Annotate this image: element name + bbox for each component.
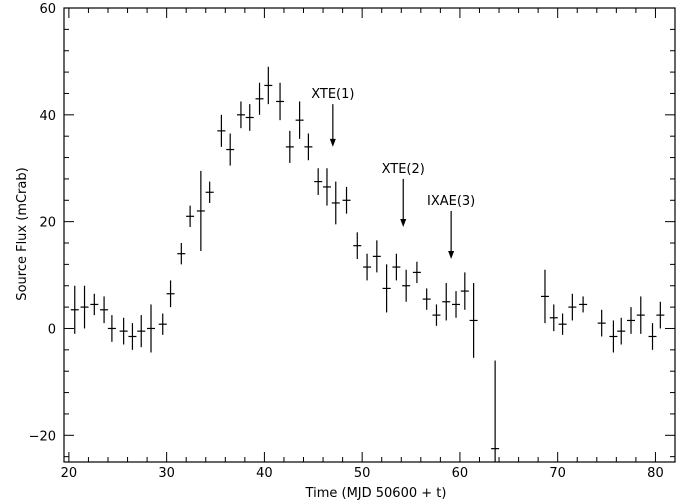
data-point <box>382 264 391 313</box>
data-point <box>80 285 89 329</box>
data-point <box>609 320 618 353</box>
axis-ticks: 20 30 40 50 60 70 80 −20 0 20 40 60 <box>29 2 676 481</box>
annotation-label: IXAE(3) <box>427 194 475 209</box>
data-point <box>627 307 636 334</box>
data-point <box>432 304 441 326</box>
data-point <box>656 301 665 329</box>
data-point <box>540 269 549 324</box>
y-tick-label: 20 <box>39 216 56 231</box>
data-point <box>568 293 577 321</box>
observation-arrow: XTE(2) <box>382 162 425 227</box>
data-point <box>226 133 235 166</box>
data-point <box>177 243 186 265</box>
data-point <box>469 283 478 358</box>
data-point <box>166 280 175 308</box>
data-point <box>100 296 109 324</box>
data-point <box>304 133 313 161</box>
data-point <box>402 269 411 302</box>
data-point <box>422 288 431 310</box>
data-point <box>186 205 195 227</box>
data-point <box>372 240 381 273</box>
x-tick-label: 60 <box>452 466 469 481</box>
data-points <box>70 66 665 462</box>
x-tick-label: 30 <box>158 466 175 481</box>
data-point <box>353 232 362 260</box>
x-axis-title: Time (MJD 50600 + t) <box>305 486 447 501</box>
data-point <box>90 293 99 316</box>
data-point <box>331 181 340 225</box>
data-point <box>412 261 421 284</box>
y-tick-label: 40 <box>39 109 56 124</box>
data-point <box>70 285 79 334</box>
annotations: XTE(1) XTE(2) IXAE(3) <box>311 87 475 260</box>
data-point <box>245 104 254 131</box>
x-tick-label: 50 <box>354 466 371 481</box>
data-point <box>314 168 323 195</box>
data-point <box>636 296 645 334</box>
data-point <box>147 304 156 353</box>
arrow-head <box>329 138 336 147</box>
data-point <box>158 313 167 335</box>
y-tick-label: 0 <box>48 322 56 337</box>
data-point <box>558 313 567 335</box>
x-tick-label: 20 <box>61 466 78 481</box>
x-tick-label: 40 <box>256 466 273 481</box>
data-point <box>342 186 351 214</box>
data-point <box>205 181 214 203</box>
data-point <box>452 291 461 318</box>
data-point <box>264 66 273 105</box>
x-tick-label: 70 <box>549 466 566 481</box>
y-tick-label: 60 <box>39 2 56 17</box>
data-point <box>460 272 469 310</box>
x-tick-label: 80 <box>647 466 664 481</box>
arrow-head <box>448 251 455 260</box>
data-point <box>128 323 137 350</box>
data-point <box>107 315 116 342</box>
data-point <box>236 101 245 129</box>
data-point <box>648 323 657 350</box>
data-point <box>617 317 626 345</box>
data-point <box>549 304 558 332</box>
data-point <box>285 130 294 163</box>
arrow-head <box>400 218 407 227</box>
data-point <box>217 114 226 147</box>
data-point <box>442 283 451 321</box>
observation-arrow: XTE(1) <box>311 87 354 147</box>
data-point <box>137 315 146 348</box>
annotation-label: XTE(2) <box>382 162 425 177</box>
y-tick-label: −20 <box>29 429 56 444</box>
data-point <box>392 253 401 281</box>
observation-arrow: IXAE(3) <box>427 194 475 260</box>
annotation-label: XTE(1) <box>311 87 354 102</box>
data-point <box>276 82 285 121</box>
data-point <box>119 317 128 345</box>
data-point <box>322 168 331 206</box>
plot-axes <box>63 7 676 463</box>
data-point <box>579 296 588 313</box>
data-point <box>196 170 205 252</box>
data-point <box>255 82 264 115</box>
plot-frame <box>63 7 676 463</box>
data-point <box>363 253 372 281</box>
data-point <box>295 101 304 139</box>
y-axis-title: Source Flux (mCrab) <box>15 167 30 300</box>
data-point <box>597 309 606 337</box>
data-point <box>491 360 500 462</box>
